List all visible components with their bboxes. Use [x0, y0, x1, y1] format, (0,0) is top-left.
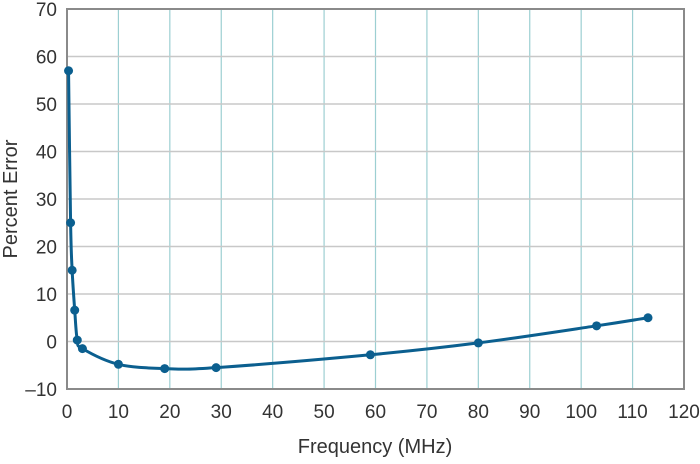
y-tick-label: 50: [36, 95, 57, 116]
data-point: [67, 265, 77, 275]
x-tick-label: 30: [211, 402, 232, 423]
data-point: [160, 364, 170, 374]
plot-frame: [66, 8, 685, 390]
y-tick-label: 70: [36, 0, 57, 21]
x-tick-label: 120: [668, 402, 700, 423]
y-axis-label: Percent Error: [0, 139, 22, 258]
data-point: [66, 218, 76, 228]
x-tick-label: 80: [468, 402, 489, 423]
y-tick-label: –10: [25, 380, 57, 401]
x-axis-label: Frequency (MHz): [298, 436, 452, 458]
data-point: [72, 335, 82, 345]
x-tick-label: 70: [416, 402, 437, 423]
data-point: [70, 305, 80, 315]
x-tick-label: 10: [108, 402, 129, 423]
y-axis-ticks: –10 0 10 20 30 40 50 60 70: [25, 0, 57, 401]
data-point: [77, 344, 87, 354]
x-tick-label: 40: [262, 402, 283, 423]
data-point: [113, 359, 123, 369]
x-tick-label: 100: [565, 402, 597, 423]
data-point: [473, 338, 483, 348]
grid-lines: [67, 9, 684, 389]
y-tick-label: 0: [46, 333, 57, 354]
data-point: [64, 66, 74, 76]
x-tick-label: 60: [365, 402, 386, 423]
x-tick-label: 20: [159, 402, 180, 423]
data-point: [365, 350, 375, 360]
y-tick-label: 40: [36, 143, 57, 164]
x-tick-label: 90: [519, 402, 540, 423]
y-tick-label: 20: [36, 238, 57, 259]
x-tick-label: 0: [62, 402, 73, 423]
data-point: [211, 363, 221, 373]
data-line: [67, 69, 650, 371]
y-tick-label: 30: [36, 190, 57, 211]
data-point: [643, 313, 653, 323]
y-tick-label: 60: [36, 48, 57, 69]
data-points: [64, 66, 653, 374]
x-tick-label: 50: [314, 402, 335, 423]
data-point: [592, 321, 602, 331]
x-tick-label: 110: [617, 402, 647, 423]
y-tick-label: 10: [36, 285, 57, 306]
x-axis-ticks: 0 10 20 30 40 50 60 70 80 90 100 110 120: [62, 402, 700, 423]
